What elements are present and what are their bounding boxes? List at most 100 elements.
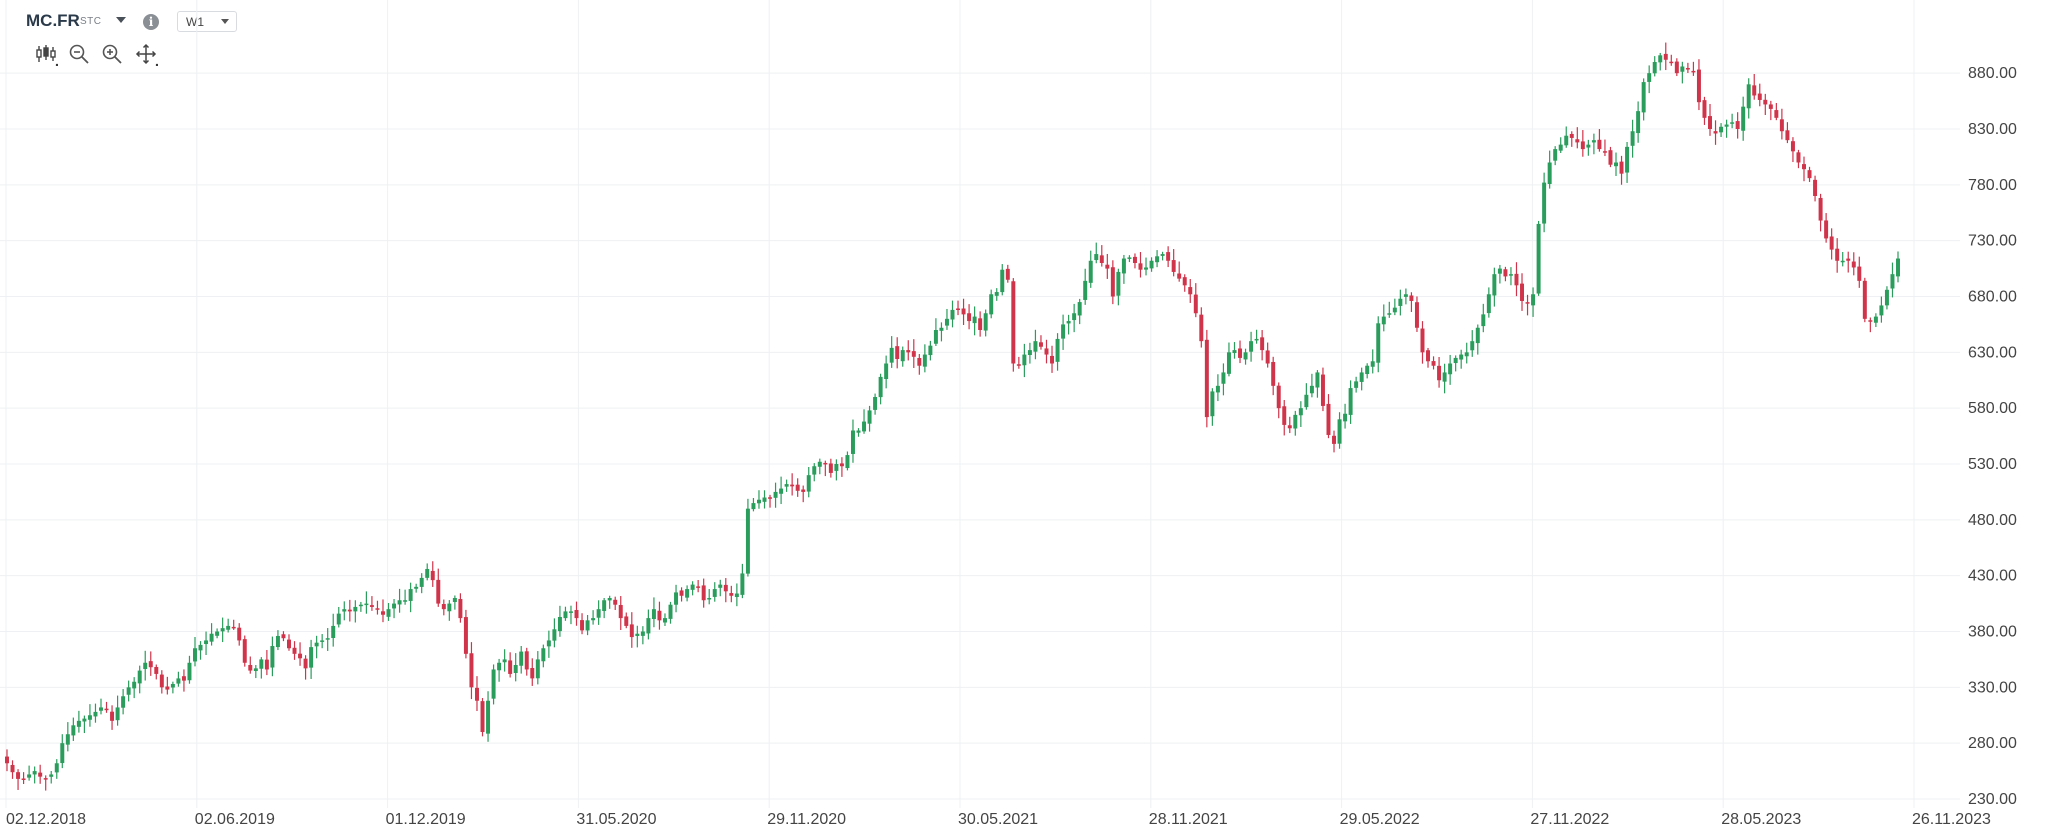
- candle-body: [1055, 338, 1060, 362]
- candle-body: [1437, 365, 1442, 381]
- x-tick-label: 31.05.2020: [576, 811, 656, 828]
- candle-body: [585, 620, 590, 631]
- candle-body: [1851, 261, 1856, 268]
- candle-body: [895, 346, 900, 360]
- candle-body: [1320, 374, 1325, 406]
- candle-body: [602, 600, 607, 611]
- candle-body: [745, 508, 750, 574]
- candle-body: [856, 430, 861, 433]
- candle-body: [1005, 268, 1010, 280]
- candle-body: [1038, 342, 1043, 347]
- candle-body: [126, 687, 131, 695]
- candle-body: [1873, 316, 1878, 323]
- candle-body: [198, 644, 203, 651]
- x-tick-label: 01.12.2019: [386, 811, 466, 828]
- candle-body: [1459, 354, 1464, 360]
- candle-body: [823, 462, 828, 465]
- candle-body: [187, 662, 192, 681]
- candle-body: [613, 599, 618, 605]
- candle-body: [1326, 403, 1331, 435]
- candle-body: [502, 659, 507, 663]
- candle-body: [1674, 61, 1679, 74]
- candle-body: [701, 585, 706, 601]
- candle-body: [756, 499, 761, 504]
- candle-body: [867, 410, 872, 424]
- candle-body: [828, 463, 833, 473]
- candle-body: [961, 308, 966, 315]
- candle-body: [430, 570, 435, 581]
- candle-body: [1774, 110, 1779, 118]
- candle-body: [287, 639, 291, 649]
- zoom-in-icon[interactable]: [100, 42, 124, 66]
- candle-body: [303, 658, 308, 669]
- candle-body: [1614, 162, 1618, 167]
- symbol-dropdown-icon[interactable]: [114, 14, 128, 26]
- candle-body: [1879, 305, 1884, 316]
- candle-body: [347, 609, 352, 612]
- timeframe-value: W1: [186, 15, 204, 29]
- candle-body: [76, 720, 81, 727]
- candle-body: [1492, 274, 1497, 296]
- candle-body: [1238, 348, 1243, 358]
- candle-body: [1708, 116, 1712, 129]
- candle-body: [1652, 62, 1657, 74]
- candle-body: [386, 609, 391, 617]
- candle-body: [1558, 144, 1563, 151]
- candle-body: [1226, 352, 1231, 374]
- candle-body: [1116, 271, 1121, 296]
- candle-body: [10, 764, 15, 773]
- candles: [5, 42, 1900, 791]
- y-tick-label: 580.00: [1968, 400, 2017, 417]
- candle-body: [845, 455, 850, 469]
- info-icon[interactable]: i: [143, 14, 159, 30]
- candle-body: [1779, 119, 1784, 132]
- candle-body: [1719, 126, 1724, 133]
- candle-body: [806, 475, 811, 492]
- candle-body: [1099, 255, 1104, 263]
- move-icon[interactable]: [134, 42, 158, 66]
- candle-body: [1857, 266, 1862, 281]
- candle-body: [309, 647, 314, 668]
- candle-body: [447, 603, 452, 612]
- candle-body: [397, 600, 402, 605]
- zoom-out-icon[interactable]: [67, 42, 91, 66]
- candle-body: [1243, 352, 1248, 360]
- candle-body: [651, 609, 656, 619]
- candle-body: [1536, 223, 1541, 294]
- candle-body: [1453, 357, 1458, 364]
- candle-body: [99, 707, 103, 711]
- timeframe-select[interactable]: W1: [177, 11, 237, 32]
- candle-body: [1575, 139, 1580, 143]
- candle-body: [574, 609, 579, 619]
- candle-body: [563, 611, 568, 619]
- candle-body: [1735, 121, 1740, 129]
- candle-body: [110, 711, 115, 721]
- candle-body: [1542, 182, 1547, 224]
- candle-body: [1204, 339, 1209, 418]
- x-tick-label: 28.11.2021: [1149, 811, 1228, 828]
- candle-body: [768, 497, 773, 499]
- candle-body: [1586, 144, 1591, 148]
- candle-body: [1470, 341, 1475, 351]
- candle-body: [1332, 435, 1337, 444]
- candle-body: [1044, 348, 1049, 355]
- candle-body: [1370, 361, 1375, 367]
- candle-body: [552, 629, 557, 641]
- candle-body: [1547, 162, 1552, 184]
- candlestick-icon[interactable]: [34, 42, 58, 66]
- candle-body: [1746, 84, 1751, 109]
- candle-body: [1105, 264, 1110, 269]
- candle-body: [557, 616, 562, 632]
- candle-body: [784, 484, 789, 487]
- candle-body: [292, 647, 297, 654]
- candle-body: [1862, 280, 1867, 319]
- candle-body: [1304, 394, 1309, 408]
- candle-body: [1177, 273, 1182, 279]
- candle-body: [380, 611, 385, 615]
- y-tick-label: 730.00: [1968, 233, 2017, 250]
- candle-body: [1431, 361, 1436, 366]
- x-tick-label: 02.06.2019: [195, 811, 275, 828]
- candle-body: [425, 568, 430, 578]
- candle-body: [779, 488, 784, 494]
